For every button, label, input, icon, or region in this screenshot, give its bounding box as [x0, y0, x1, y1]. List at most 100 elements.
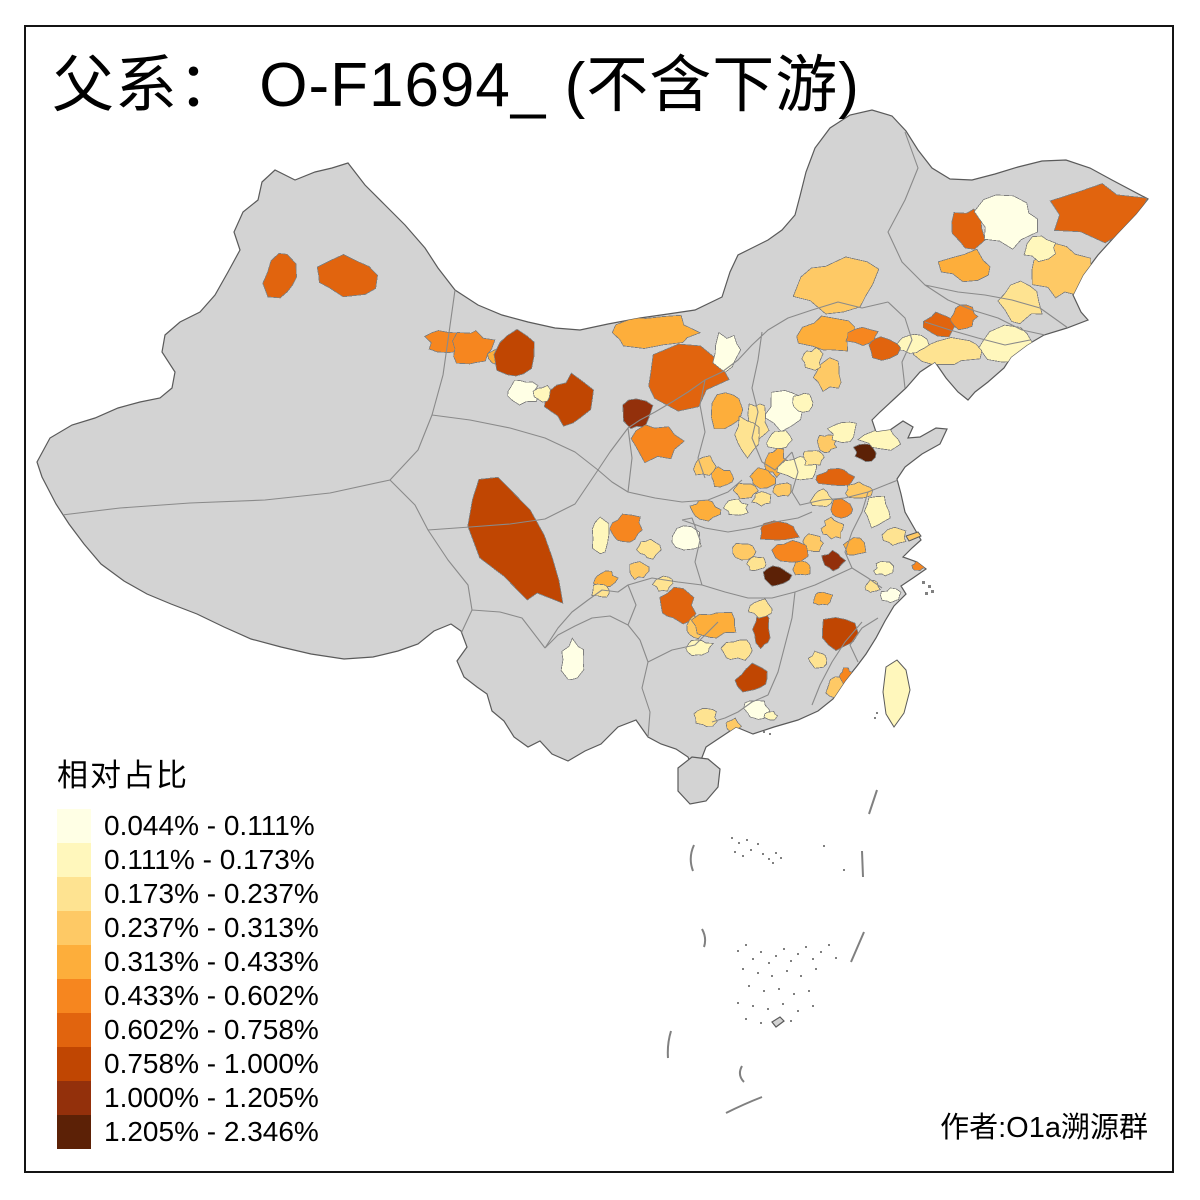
choropleth-patch — [609, 513, 643, 543]
province-borders — [61, 131, 1069, 738]
choropleth-patch — [452, 330, 496, 365]
legend-row: 0.433% - 0.602% — [57, 979, 319, 1013]
choropleth-patch — [671, 525, 702, 551]
choropleth-patch — [689, 499, 722, 522]
choropleth-patch — [845, 326, 879, 346]
legend-swatch — [57, 809, 91, 843]
choropleth-patch — [809, 488, 834, 508]
choropleth-patch — [796, 315, 856, 352]
legend-row: 0.313% - 0.433% — [57, 945, 319, 979]
legend-row: 1.000% - 1.205% — [57, 1081, 319, 1115]
choropleth-patch — [746, 556, 767, 572]
choropleth-patch — [863, 495, 891, 529]
choropleth-patch — [734, 662, 768, 693]
choropleth-patch — [864, 579, 881, 593]
choropleth-patch — [762, 565, 793, 587]
choropleth-patch — [593, 570, 619, 588]
choropleth-patch — [693, 708, 718, 727]
choropleth-patch — [830, 498, 854, 519]
choropleth-patch — [751, 491, 772, 507]
choropleth-patch — [467, 476, 564, 604]
choropleth-patch — [532, 384, 551, 403]
attribution-text: 作者:O1a溯源群 — [940, 1112, 1148, 1144]
choropleth-patch — [720, 639, 753, 661]
chongming-island — [905, 531, 922, 542]
legend-row: 0.111% - 0.173% — [57, 843, 319, 877]
choropleth-patch — [734, 415, 760, 459]
legend-rows: 0.044% - 0.111% 0.111% - 0.173% 0.173% - 0… — [57, 809, 319, 1149]
choropleth-patch — [316, 254, 378, 298]
choropleth-patch — [560, 637, 585, 680]
legend-swatch — [57, 843, 91, 877]
choropleth-patch — [763, 711, 779, 721]
choropleth-patch — [635, 538, 662, 560]
nine-dash-line — [666, 789, 878, 1114]
choropleth-patch — [766, 430, 793, 450]
choropleth-patch — [802, 533, 824, 552]
choropleth-patch — [759, 520, 800, 541]
small-islet — [771, 1016, 785, 1028]
choropleth-patch — [821, 549, 847, 572]
legend-swatch — [57, 979, 91, 1013]
legend-label: 0.237% - 0.313% — [104, 912, 319, 943]
choropleth-patch — [880, 587, 902, 604]
choropleth-patch — [732, 542, 757, 561]
choropleth-patch — [262, 252, 297, 299]
legend-swatch — [57, 1115, 91, 1149]
choropleth-patch — [732, 482, 759, 500]
legend-label: 1.000% - 1.205% — [104, 1082, 319, 1113]
choropleth-patch — [659, 586, 697, 625]
legend-label: 0.602% - 0.758% — [104, 1014, 319, 1045]
choropleth-patch — [493, 328, 535, 377]
choropleth-patch — [868, 336, 902, 361]
legend-swatch — [57, 945, 91, 979]
legend-label: 0.758% - 1.000% — [104, 1048, 319, 1079]
choropleth-patches — [262, 183, 1148, 735]
choropleth-patch — [973, 194, 1039, 250]
legend-row: 0.602% - 0.758% — [57, 1013, 319, 1047]
legend-swatch — [57, 911, 91, 945]
choropleth-patch — [710, 392, 744, 430]
choropleth-patch — [747, 598, 773, 619]
legend-swatch — [57, 1013, 91, 1047]
choropleth-patch — [792, 560, 811, 576]
hainan-island — [677, 756, 721, 805]
choropleth-patch — [611, 314, 702, 349]
legend-row: 0.044% - 0.111% — [57, 809, 319, 843]
legend-label: 0.111% - 0.173% — [104, 844, 315, 875]
choropleth-patch — [629, 561, 650, 581]
taiwan-island — [882, 659, 911, 728]
legend-swatch — [57, 1047, 91, 1081]
legend-swatch — [57, 877, 91, 911]
legend-row: 1.205% - 2.346% — [57, 1115, 319, 1149]
choropleth-patch — [591, 516, 610, 555]
legend: 相对占比 0.044% - 0.111% 0.111% - 0.173% 0.173… — [57, 750, 319, 1149]
choropleth-patch — [937, 248, 991, 283]
legend-row: 0.758% - 1.000% — [57, 1047, 319, 1081]
south-china-sea-islands — [731, 581, 934, 1028]
choropleth-patch — [807, 650, 828, 669]
choropleth-patch — [803, 450, 825, 466]
choropleth-patch — [772, 482, 792, 498]
choropleth-patch — [792, 392, 814, 413]
choropleth-patch — [881, 526, 907, 546]
map-title: 父系： O-F1694_ (不含下游) — [52, 51, 860, 120]
choropleth-patch — [950, 304, 979, 331]
legend-row: 0.237% - 0.313% — [57, 911, 319, 945]
legend-label: 1.205% - 2.346% — [104, 1116, 319, 1147]
choropleth-patch — [690, 611, 737, 639]
legend-swatch — [57, 1081, 91, 1115]
legend-title: 相对占比 — [57, 758, 189, 793]
choropleth-patch — [507, 379, 539, 406]
choropleth-patch — [722, 498, 749, 516]
choropleth-patch — [820, 516, 845, 540]
choropleth-patch — [801, 346, 824, 371]
choropleth-patch — [826, 421, 857, 444]
choropleth-patch — [749, 467, 777, 489]
choropleth-patch — [792, 256, 880, 315]
choropleth-patch — [711, 466, 735, 488]
choropleth-patch — [922, 311, 956, 338]
legend-label: 0.433% - 0.602% — [104, 980, 319, 1011]
